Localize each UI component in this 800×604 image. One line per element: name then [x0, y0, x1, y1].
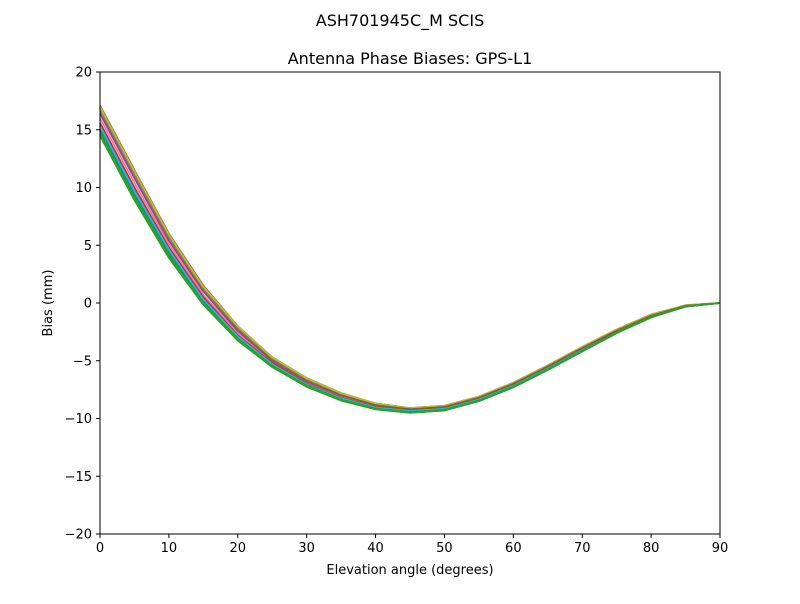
x-tick-label: 80: [643, 541, 660, 556]
series-line-4: [99, 122, 721, 412]
y-tick-label: 20: [75, 66, 92, 81]
y-tick-label: 5: [84, 239, 92, 254]
x-tick-label: 90: [712, 541, 729, 556]
plot-frame: [99, 71, 721, 535]
series-line-8: [99, 106, 721, 410]
y-tick-label: −10: [65, 412, 92, 427]
y-axis-label: Bias (mm): [41, 270, 56, 337]
x-tick-label: 10: [161, 541, 178, 556]
y-tick-label: 15: [75, 123, 92, 138]
figure-suptitle: ASH701945C_M SCIS: [316, 11, 484, 31]
x-tick-label: 0: [96, 541, 104, 556]
series-line-3: [99, 117, 721, 412]
y-tick-label: −15: [65, 470, 92, 485]
y-tick-label: −20: [65, 528, 92, 543]
x-axis-ticks: 0 10 20 30 40 50 60 70 80 90: [96, 534, 728, 556]
x-tick-label: 30: [298, 541, 315, 556]
x-tick-label: 70: [574, 541, 591, 556]
x-tick-label: 60: [505, 541, 522, 556]
series-layer: [99, 105, 721, 414]
x-tick-label: 40: [367, 541, 384, 556]
y-tick-label: 0: [84, 297, 92, 312]
series-line-12: [99, 135, 721, 414]
x-tick-label: 50: [436, 541, 453, 556]
series-line-1: [99, 105, 721, 410]
series-line-7: [99, 107, 721, 410]
x-axis-label: Elevation angle (degrees): [326, 563, 493, 578]
y-tick-label: −5: [73, 354, 92, 369]
chart-title: Antenna Phase Biases: GPS-L1: [288, 49, 533, 68]
y-tick-label: 10: [75, 181, 92, 196]
x-tick-label: 20: [230, 541, 247, 556]
series-line-2: [99, 110, 721, 411]
y-axis-ticks: −20 −15 −10 −5 0 5 10 15 20: [65, 66, 100, 543]
series-line-10: [99, 113, 721, 411]
